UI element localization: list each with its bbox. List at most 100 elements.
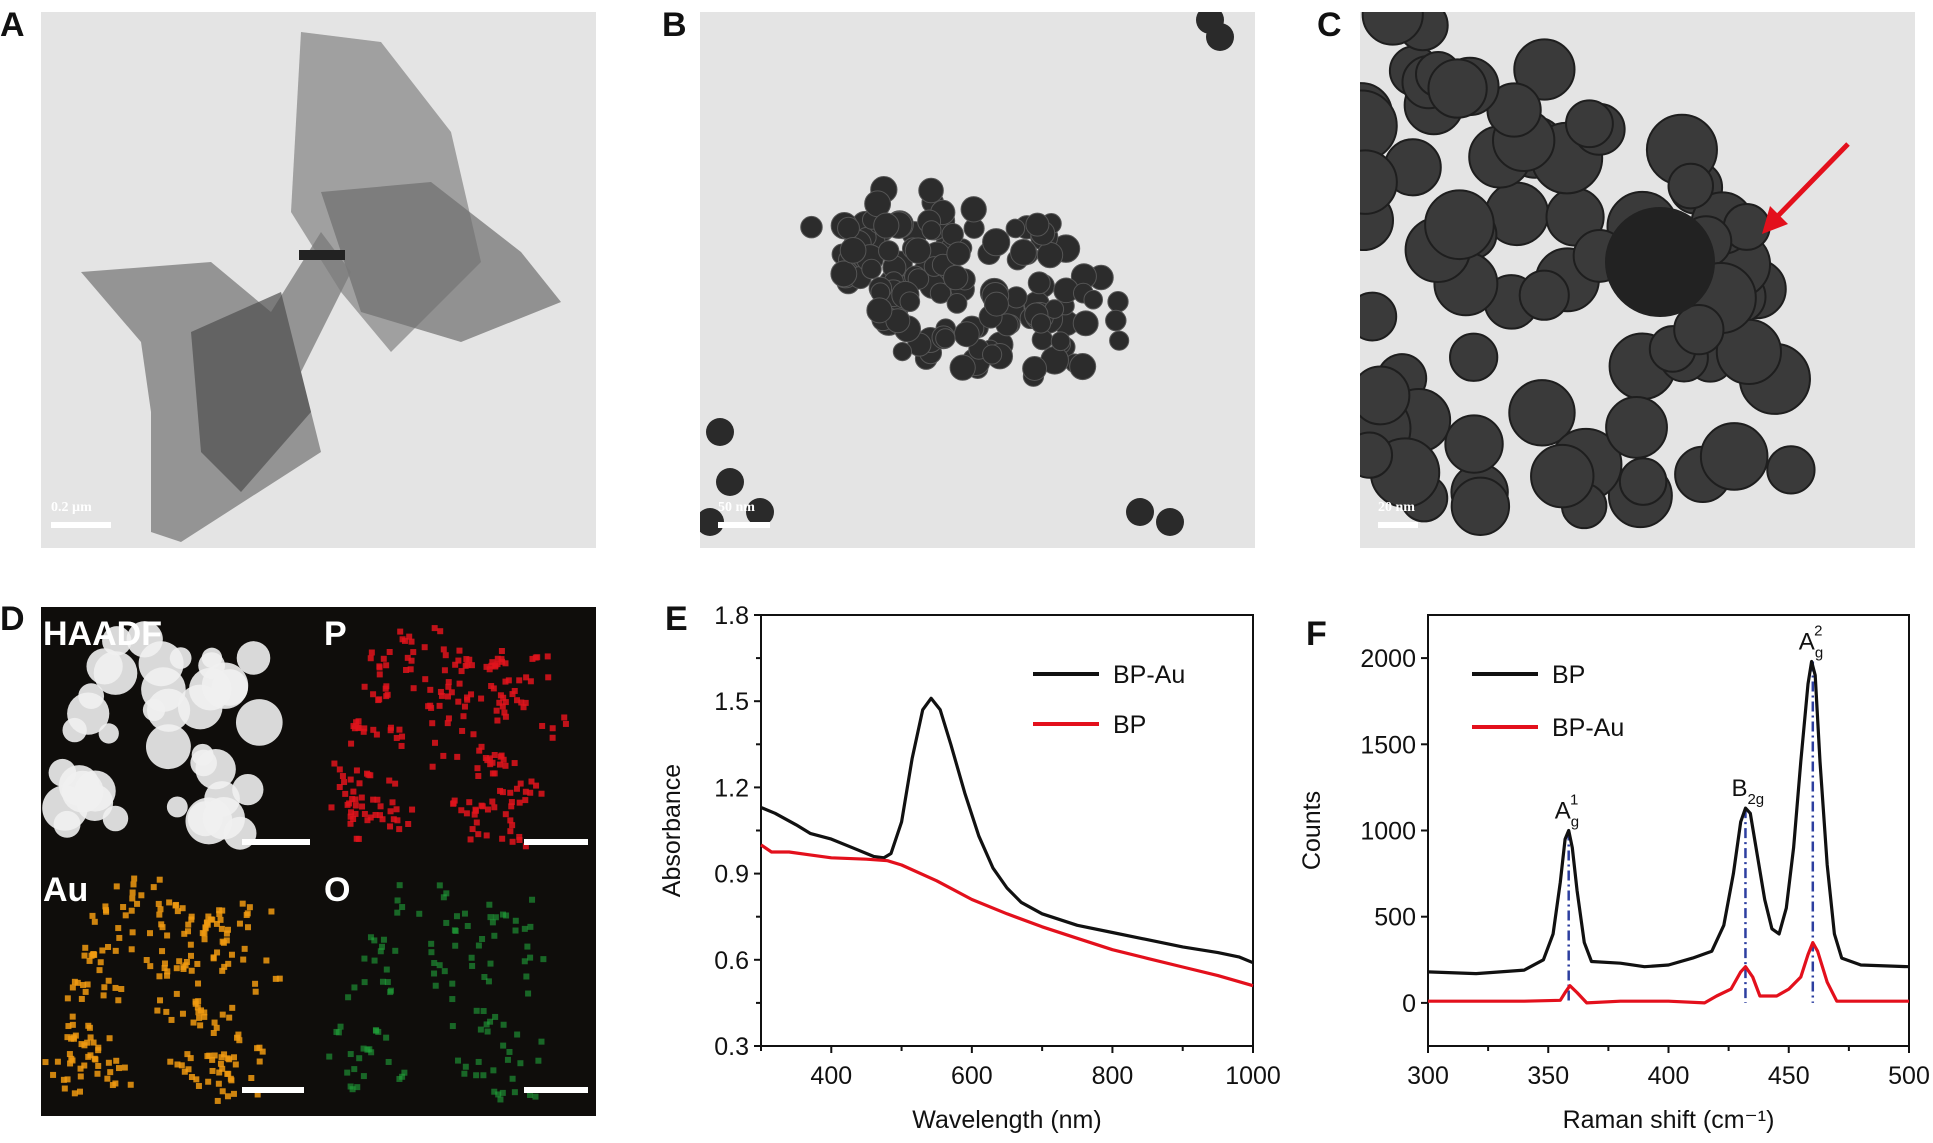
panel-label-d: D bbox=[0, 600, 25, 638]
haadf-particle bbox=[138, 641, 184, 687]
eds-pixel bbox=[241, 945, 248, 952]
nanoparticle bbox=[1009, 238, 1037, 266]
eds-pixel bbox=[475, 773, 482, 780]
nanoparticle bbox=[1156, 508, 1184, 536]
nanoparticle bbox=[1083, 289, 1104, 310]
eds-pixel bbox=[394, 909, 401, 916]
eds-pixel bbox=[500, 1042, 507, 1049]
eds-pixel bbox=[466, 799, 473, 806]
eds-pixel bbox=[361, 683, 368, 690]
eds-pixel bbox=[432, 739, 439, 746]
eds-pixel bbox=[164, 968, 171, 975]
eds-pixel bbox=[522, 843, 529, 850]
eds-pixel bbox=[382, 685, 389, 692]
eds-pixel bbox=[105, 943, 112, 950]
eds-pixel bbox=[539, 722, 546, 729]
eds-pixel bbox=[97, 959, 104, 966]
eds-pixel bbox=[337, 1023, 344, 1030]
eds-pixel bbox=[367, 772, 374, 779]
eds-pixel bbox=[514, 697, 521, 704]
eds-pixel bbox=[528, 778, 535, 785]
eds-pixel bbox=[239, 900, 246, 907]
eds-pixel bbox=[361, 810, 368, 817]
eds-pixel bbox=[468, 691, 475, 698]
eds-pixel bbox=[377, 803, 384, 810]
eds-pixel bbox=[396, 882, 403, 889]
eds-pixel bbox=[344, 801, 351, 808]
eds-pixel bbox=[214, 949, 221, 956]
eds-pixel bbox=[561, 714, 568, 721]
eds-pixel bbox=[379, 978, 386, 985]
eds-pixel bbox=[341, 779, 348, 786]
y-tick-label: 0.9 bbox=[714, 861, 749, 889]
eds-pixel bbox=[42, 1059, 49, 1066]
nanoparticle bbox=[716, 468, 744, 496]
eds-pixel bbox=[224, 926, 231, 933]
eds-pixel bbox=[105, 1059, 112, 1066]
eds-pixel bbox=[472, 807, 479, 814]
eds-pixel bbox=[428, 704, 435, 711]
eds-pixel bbox=[416, 910, 423, 917]
eds-pixel bbox=[468, 662, 475, 669]
eds-pixel bbox=[371, 957, 378, 964]
eds-pixel bbox=[496, 699, 503, 706]
eds-pixel bbox=[396, 1075, 403, 1082]
eds-pixel bbox=[240, 956, 247, 963]
eds-pixel bbox=[356, 780, 363, 787]
eds-pixel bbox=[487, 1018, 494, 1025]
eds-mapping: HAADF P Au O bbox=[41, 607, 596, 1116]
eds-pixel bbox=[129, 889, 136, 896]
eds-pixel bbox=[377, 948, 384, 955]
eds-pixel bbox=[497, 1096, 504, 1103]
y-tick-label: 1.8 bbox=[714, 602, 749, 630]
nanoparticle bbox=[1699, 422, 1769, 491]
nanoparticle bbox=[1766, 445, 1816, 495]
eds-pixel bbox=[506, 1048, 513, 1055]
eds-pixel bbox=[326, 1053, 333, 1060]
eds-pixel bbox=[74, 979, 81, 986]
eds-pixel bbox=[113, 883, 120, 890]
eds-pixel bbox=[205, 913, 212, 920]
nanoparticle bbox=[800, 215, 823, 239]
eds-pixel bbox=[522, 788, 529, 795]
eds-pixel bbox=[166, 899, 173, 906]
scale-bar bbox=[1378, 522, 1418, 528]
eds-pixel bbox=[106, 1035, 113, 1042]
eds-pixel bbox=[540, 956, 547, 963]
eds-pixel bbox=[115, 997, 122, 1004]
nanosheet-shapes bbox=[81, 32, 561, 542]
eds-pixel bbox=[64, 1076, 71, 1083]
haadf-particle bbox=[76, 784, 114, 822]
nanoparticle bbox=[861, 258, 882, 280]
eds-pixel bbox=[174, 908, 181, 915]
eds-pixel bbox=[482, 755, 489, 762]
peak-label: B2g bbox=[1731, 775, 1764, 808]
eds-pixel bbox=[195, 980, 202, 987]
nanoparticle bbox=[1508, 379, 1576, 447]
eds-pixel bbox=[219, 938, 226, 945]
x-tick-label: 350 bbox=[1527, 1062, 1569, 1090]
nanoparticle bbox=[700, 508, 724, 536]
eds-pixel bbox=[504, 1056, 511, 1063]
eds-pixel bbox=[459, 727, 466, 734]
eds-pixel bbox=[89, 912, 96, 919]
eds-pixel bbox=[489, 659, 496, 666]
eds-pixel bbox=[216, 910, 223, 917]
eds-pixel bbox=[224, 1093, 231, 1100]
eds-pixel bbox=[376, 671, 383, 678]
eds-pixel bbox=[94, 1070, 101, 1077]
eds-pixel bbox=[187, 941, 194, 948]
eds-pixel bbox=[215, 1080, 222, 1087]
eds-pixel bbox=[449, 996, 456, 1003]
eds-pixel bbox=[545, 674, 552, 681]
eds-pixel bbox=[223, 930, 230, 937]
eds-pixel bbox=[65, 1023, 72, 1030]
eds-pixel bbox=[429, 763, 436, 770]
eds-pixel bbox=[509, 822, 516, 829]
eds-pixel bbox=[481, 973, 488, 980]
eds-pixel bbox=[516, 799, 523, 806]
eds-pixel bbox=[408, 657, 415, 664]
eds-pixel bbox=[379, 943, 386, 950]
eds-pixel bbox=[351, 984, 358, 991]
panel-label-b: B bbox=[662, 6, 687, 44]
